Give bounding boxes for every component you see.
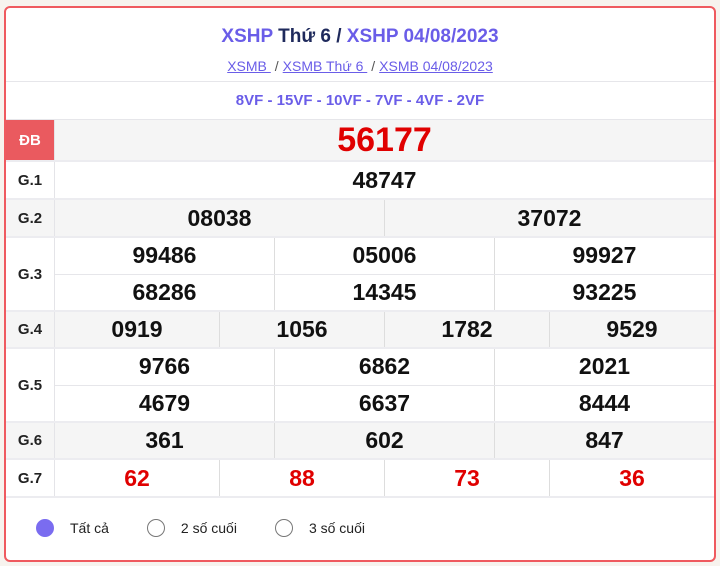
- prize-label: G.7: [6, 460, 55, 496]
- prize-number: 361: [145, 427, 184, 453]
- title-link-date[interactable]: XSHP 04/08/2023: [346, 26, 499, 47]
- prize-number: 36: [549, 460, 714, 496]
- prize-number: 0919: [111, 316, 163, 342]
- prize-table: ĐB 56177 G.1 48747 G.2 08038 37072 G.3 99486 0500…: [6, 120, 714, 498]
- prize-number: 4679: [138, 389, 191, 416]
- prize-row-g1: G.1 48747: [6, 162, 714, 200]
- prize-label: G.4: [6, 312, 55, 347]
- prize-number: 2021: [494, 349, 714, 385]
- prize-number: 9766: [138, 353, 191, 380]
- prize-number: 8444: [494, 385, 714, 421]
- radio-button[interactable]: [36, 519, 54, 537]
- prize-row-g7: G.7 62 88 73 36: [6, 460, 714, 498]
- lottery-result-card: XSHP Thứ 6 / XSHP 04/08/2023 XSMB / XSMB …: [4, 6, 716, 562]
- prize-number: 14345: [274, 274, 494, 310]
- prize-number: 9529: [549, 312, 714, 347]
- prize-number: 1056: [219, 312, 384, 347]
- prize-label: G.5: [6, 349, 55, 421]
- prize-number: 99486: [132, 242, 197, 269]
- prize-number: 93225: [494, 274, 714, 310]
- breadcrumb: XSMB / XSMB Thứ 6 /XSMB 04/08/2023: [6, 58, 714, 74]
- prize-number: 99927: [494, 238, 714, 274]
- link-xsmb-weekday[interactable]: XSMB Thứ 6: [282, 58, 368, 74]
- filter-option[interactable]: 3 số cuối: [274, 519, 365, 537]
- prize-number: 37072: [384, 200, 714, 236]
- special-codes: 8VF - 15VF - 10VF - 7VF - 4VF - 2VF: [6, 82, 714, 120]
- prize-row-g6: G.6 361 602 847: [6, 423, 714, 460]
- prize-row-g4: G.4 0919 1056 1782 9529: [6, 312, 714, 349]
- prize-number: 6862: [274, 349, 494, 385]
- title-link-xshp[interactable]: XSHP: [221, 26, 273, 47]
- prize-number: 68286: [132, 278, 197, 305]
- prize-number: 62: [124, 464, 150, 491]
- header: XSHP Thứ 6 / XSHP 04/08/2023 XSMB / XSMB …: [6, 8, 714, 82]
- breadcrumb-separator: /: [274, 58, 279, 74]
- prize-row-g2: G.2 08038 37072: [6, 200, 714, 238]
- prize-row-g3: G.3 99486 05006 99927 68286 14345 93225: [6, 238, 714, 312]
- prize-row-g5: G.5 9766 6862 2021 4679 6637 8444: [6, 349, 714, 423]
- prize-label: ĐB: [6, 120, 55, 160]
- link-xsmb[interactable]: XSMB: [227, 58, 271, 74]
- prize-number: 88: [219, 460, 384, 496]
- filter-label: 3 số cuối: [308, 520, 365, 536]
- title-weekday: Thứ 6: [278, 26, 331, 47]
- prize-number: 05006: [274, 238, 494, 274]
- prize-number: 847: [494, 423, 714, 458]
- radio-button[interactable]: [146, 519, 165, 537]
- display-filter: Tất cả 2 số cuối 3 số cuối: [6, 498, 714, 558]
- page-title: XSHP Thứ 6 / XSHP 04/08/2023: [6, 8, 714, 48]
- filter-label: Tất cả: [70, 520, 109, 536]
- title-separator: /: [330, 26, 347, 47]
- prize-number: 56177: [337, 120, 432, 159]
- prize-label: G.2: [6, 200, 55, 236]
- prize-row-đb: ĐB 56177: [6, 120, 714, 162]
- prize-label: G.1: [6, 162, 55, 198]
- prize-number: 73: [384, 460, 549, 496]
- breadcrumb-separator: /: [371, 58, 376, 74]
- prize-number: 48747: [352, 166, 417, 193]
- radio-button[interactable]: [274, 519, 293, 537]
- prize-number: 6637: [274, 385, 494, 421]
- prize-label: G.6: [6, 423, 55, 458]
- filter-option[interactable]: Tất cả: [36, 519, 109, 537]
- prize-number: 602: [274, 423, 494, 458]
- link-xsmb-date[interactable]: XSMB 04/08/2023: [379, 58, 493, 74]
- prize-number: 08038: [187, 204, 252, 231]
- filter-option[interactable]: 2 số cuối: [146, 519, 237, 537]
- prize-number: 1782: [384, 312, 549, 347]
- prize-label: G.3: [6, 238, 55, 310]
- filter-label: 2 số cuối: [180, 520, 237, 536]
